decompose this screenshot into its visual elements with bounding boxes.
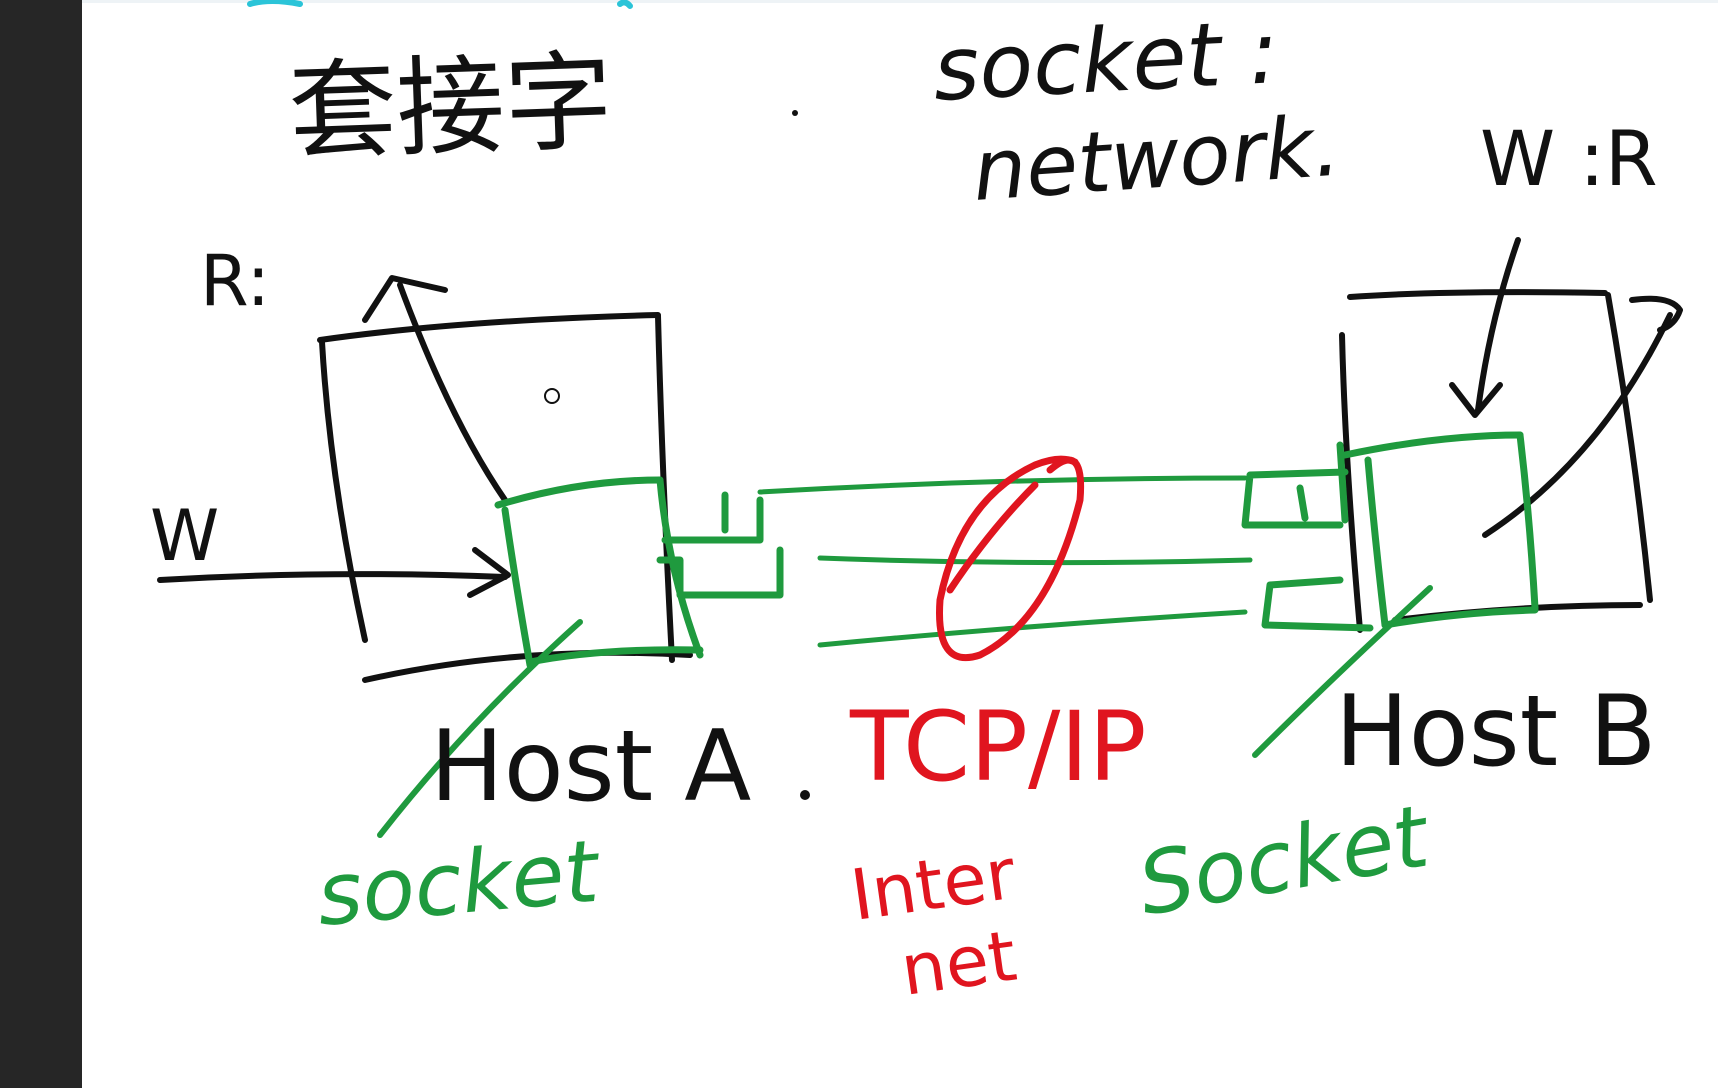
title-english: socket :: [931, 0, 1281, 121]
host-a-write-arrow: [157, 547, 511, 598]
top-toolbar-edge: [82, 0, 1718, 3]
host-a-read-arrow: [362, 275, 508, 503]
host-a-socket-label: socket: [313, 822, 605, 946]
host-b-box: [1339, 289, 1653, 633]
title-chinese: 套接字: [287, 40, 615, 176]
title-dot: [792, 110, 798, 116]
host-a-read-label: R:: [200, 240, 270, 322]
host-b-write-arrow: [1449, 237, 1521, 418]
whiteboard-canvas[interactable]: [82, 0, 1718, 1088]
host-b-label: Host B: [1335, 675, 1657, 789]
separator-dot: [800, 790, 810, 800]
pen-cursor: [544, 388, 560, 404]
host-a-socket-pointer: [377, 619, 583, 838]
host-b-socket: [1241, 431, 1539, 632]
tcp-ip-label: TCP/IP: [849, 691, 1146, 803]
host-a-write-label: W: [150, 495, 219, 577]
internet-label-line2: net: [896, 915, 1021, 1012]
host-a-label: Host A: [430, 710, 751, 824]
tcp-connection-lines: [757, 475, 1253, 648]
left-sidebar: [0, 0, 82, 1088]
internet-ellipse: [936, 455, 1085, 662]
host-a-socket: [494, 476, 784, 669]
host-b-read-arrow: [1482, 295, 1683, 538]
host-b-socket-pointer: [1252, 585, 1433, 758]
teal-stroke-remnant: [247, 0, 633, 9]
host-b-rw-label: W :R: [1480, 114, 1658, 203]
host-b-socket-label: Socket: [1131, 786, 1438, 936]
